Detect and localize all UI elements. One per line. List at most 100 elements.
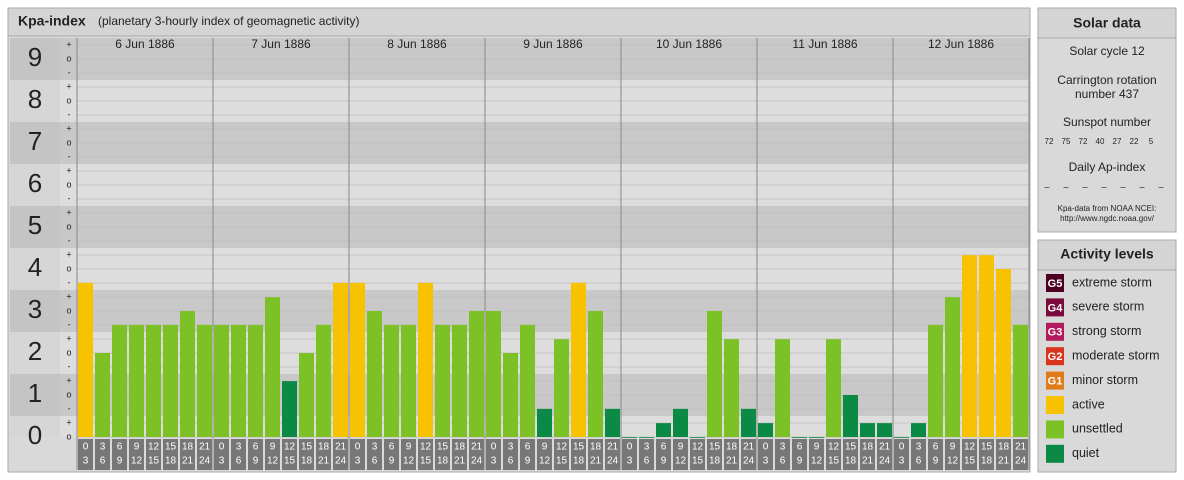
bar <box>146 324 161 437</box>
hour-label: 3 <box>100 442 106 453</box>
hour-label: 3 <box>236 442 242 453</box>
bar <box>894 437 909 438</box>
ap-value: – <box>1101 181 1106 191</box>
hour-label: 21 <box>199 442 211 453</box>
carrington: Carrington rotation <box>1057 73 1156 87</box>
bar <box>656 423 671 437</box>
minor-tick-label: + <box>66 375 71 385</box>
hour-label: 12 <box>539 456 551 467</box>
bar <box>282 381 297 437</box>
bar <box>520 324 535 437</box>
hour-label: 18 <box>182 442 194 453</box>
hour-label: 9 <box>270 442 276 453</box>
hour-label: 3 <box>355 456 361 467</box>
bar <box>299 353 314 437</box>
hour-label: 3 <box>372 442 378 453</box>
hour-box <box>843 439 858 470</box>
chart-subtitle: (planetary 3-hourly index of geomagnetic… <box>98 14 359 28</box>
hour-label: 3 <box>763 456 769 467</box>
hour-label: 9 <box>253 456 259 467</box>
hour-label: 21 <box>471 442 483 453</box>
hour-box <box>639 439 654 470</box>
hour-box <box>469 439 484 470</box>
ap-value: – <box>1120 181 1125 191</box>
hour-label: 6 <box>797 442 803 453</box>
bar <box>707 311 722 437</box>
hour-label: 18 <box>726 442 738 453</box>
hour-box <box>112 439 127 470</box>
bar <box>333 282 348 437</box>
legend-label: severe storm <box>1072 300 1144 314</box>
bar <box>775 339 790 437</box>
hour-label: 12 <box>148 442 160 453</box>
hour-label: 15 <box>420 456 432 467</box>
hour-label: 9 <box>117 456 123 467</box>
hour-label: 21 <box>998 456 1010 467</box>
hour-label: 0 <box>83 442 89 453</box>
hour-label: 12 <box>403 456 415 467</box>
minor-tick-label: o <box>66 389 71 399</box>
bar <box>588 311 603 437</box>
hour-label: 15 <box>845 442 857 453</box>
band <box>10 164 60 206</box>
legend-label: strong storm <box>1072 324 1141 338</box>
solar-cycle: Solar cycle 12 <box>1069 44 1145 58</box>
bar <box>605 408 620 437</box>
legend-label: moderate storm <box>1072 348 1160 362</box>
hour-label: 21 <box>726 456 738 467</box>
hour-label: 9 <box>389 456 395 467</box>
hour-label: 21 <box>743 442 755 453</box>
hour-label: 18 <box>318 442 330 453</box>
hour-label: 6 <box>644 456 650 467</box>
activity-title-bar <box>1037 239 1177 271</box>
legend-swatch <box>1046 347 1064 366</box>
bar <box>639 437 654 438</box>
hour-label: 24 <box>607 456 619 467</box>
legend-swatch <box>1046 371 1064 390</box>
hour-label: 21 <box>1015 442 1027 453</box>
hour-label: 6 <box>525 442 531 453</box>
hour-box <box>945 439 960 470</box>
bar <box>996 269 1011 437</box>
bar <box>622 437 637 438</box>
hour-box <box>197 439 212 470</box>
bar <box>384 324 399 437</box>
hour-label: 9 <box>525 456 531 467</box>
sunspot-value: 72 <box>1045 137 1054 146</box>
solar-title-bar <box>1037 7 1177 39</box>
hour-label: 15 <box>828 456 840 467</box>
bar <box>979 255 994 437</box>
minor-tick-label: - <box>68 151 71 161</box>
hour-label: 12 <box>556 442 568 453</box>
sunspot-value: 40 <box>1096 137 1105 146</box>
bar <box>843 395 858 437</box>
hour-label: 6 <box>236 456 242 467</box>
minor-tick-label: + <box>66 417 71 427</box>
hour-label: 3 <box>780 442 786 453</box>
hour-box <box>95 439 110 470</box>
y-tick-label: 6 <box>28 168 42 198</box>
minor-tick-label: + <box>66 123 71 133</box>
minor-tick-label: o <box>66 221 71 231</box>
hour-label: 3 <box>491 456 497 467</box>
hour-box <box>911 439 926 470</box>
hour-box <box>656 439 671 470</box>
hour-label: 18 <box>709 456 721 467</box>
y-tick-label: 1 <box>28 378 42 408</box>
bar <box>231 324 246 437</box>
hour-box <box>231 439 246 470</box>
hour-box <box>367 439 382 470</box>
bar <box>367 311 382 437</box>
bar <box>673 408 688 437</box>
legend-swatch <box>1046 444 1064 463</box>
hour-box <box>537 439 552 470</box>
hour-label: 24 <box>1015 456 1027 467</box>
hour-label: 18 <box>845 456 857 467</box>
hour-box <box>486 439 501 470</box>
hour-label: 15 <box>709 442 721 453</box>
hour-label: 6 <box>508 456 514 467</box>
day-label: 11 Jun 1886 <box>792 37 857 51</box>
hour-box <box>979 439 994 470</box>
bar <box>571 282 586 437</box>
